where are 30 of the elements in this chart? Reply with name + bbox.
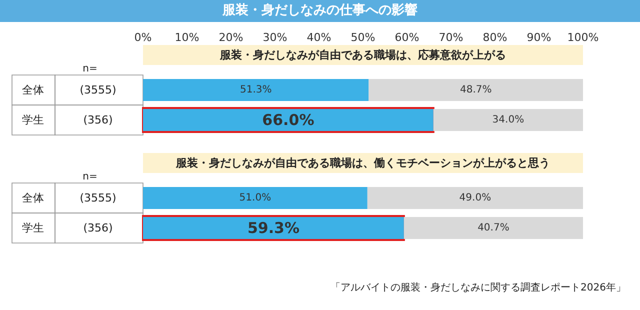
x-tick-label: 80% [482,31,508,44]
data-label: 51.0% [239,192,272,204]
text: n= [82,172,98,182]
data-label: 40.7% [478,222,510,234]
text: (3555) [80,192,116,204]
chart-title: 服装・身だしなみの仕事への影響 [222,2,418,18]
data-label: 49.0% [459,192,492,204]
text: 「アルバイトの服装・身だしなみに関する調査レポート2026年」 [330,282,626,294]
data-label: 66.0% [262,111,314,129]
x-tick-label: 30% [262,31,288,44]
x-tick-label: 50% [350,31,376,44]
data-label: 34.0% [492,114,524,126]
data-label: 48.7% [460,84,492,96]
x-tick-label: 10% [174,31,200,44]
x-tick-label: 70% [438,31,464,44]
data-label: 51.3% [240,84,272,96]
text: (3555) [80,84,116,96]
x-tick-label: 90% [526,31,552,44]
x-tick-label: 100% [567,31,599,44]
chart-subtitle: 服装・身だしなみが自由である職場は、働くモチベーションが上がると思う [175,156,550,170]
x-tick-label: 40% [306,31,332,44]
x-tick-label: 20% [218,31,244,44]
text: n= [82,64,98,74]
text: (356) [83,114,113,126]
x-tick-label: 60% [394,31,420,44]
bar [368,79,583,101]
chart-subtitle: 服装・身だしなみが自由である職場は、応募意欲が上がる [219,48,506,62]
data-label: 59.3% [247,219,300,237]
text: (356) [83,222,113,234]
x-tick-label: 0% [134,31,152,44]
